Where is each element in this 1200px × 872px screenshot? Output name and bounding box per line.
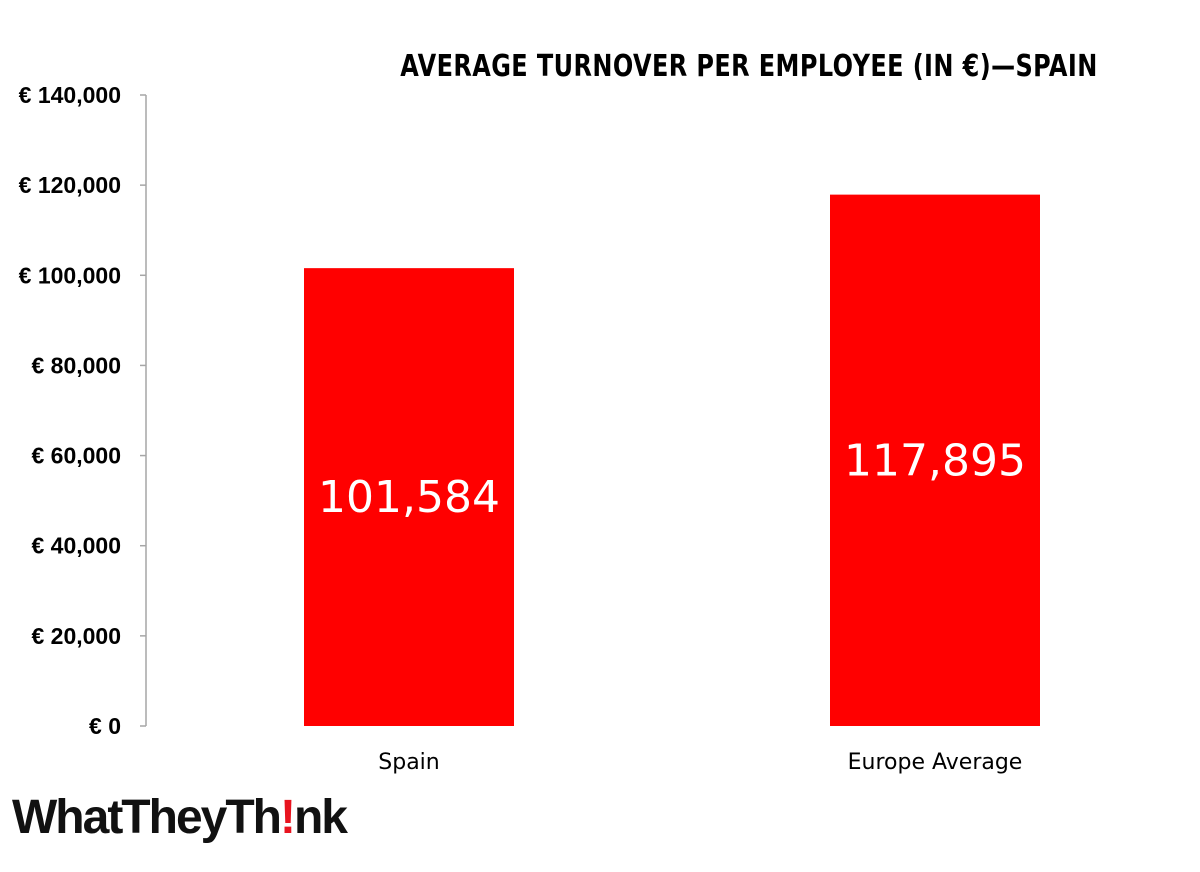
bar-value-label: 117,895 (844, 435, 1026, 486)
bars: 101,584 117,895 (304, 194, 1040, 727)
logo-exclamation-mark: ! (279, 791, 296, 844)
y-tick-label: € 60,000 (31, 443, 121, 469)
chart-title: AVERAGE TURNOVER PER EMPLOYEE (IN €)—SPA… (400, 49, 1097, 83)
y-tick-label: € 100,000 (19, 262, 121, 288)
y-tick-label: € 40,000 (31, 533, 121, 559)
y-tick-label: € 120,000 (19, 172, 121, 198)
bar (304, 268, 514, 726)
logo-text-start: WhatTheyTh (12, 791, 282, 844)
y-tick-label: € 140,000 (19, 82, 121, 108)
y-tick-label: € 80,000 (31, 352, 121, 378)
x-category-label: Europe Average (848, 750, 1023, 775)
y-axis: € 0 € 20,000 € 40,000 € 60,000 € 80,000 € 100… (19, 82, 147, 739)
bar-value-label: 101,584 (318, 472, 500, 523)
y-tick-label: € 20,000 (31, 623, 121, 649)
y-tick-label: € 0 (89, 713, 121, 739)
x-category-label: Spain (378, 750, 439, 775)
logo-text-end: nk (293, 791, 348, 844)
whattheythink-logo: WhatTheyTh!nk (12, 790, 348, 845)
bar (830, 194, 1040, 727)
x-axis-labels: Spain Europe Average (378, 750, 1022, 775)
